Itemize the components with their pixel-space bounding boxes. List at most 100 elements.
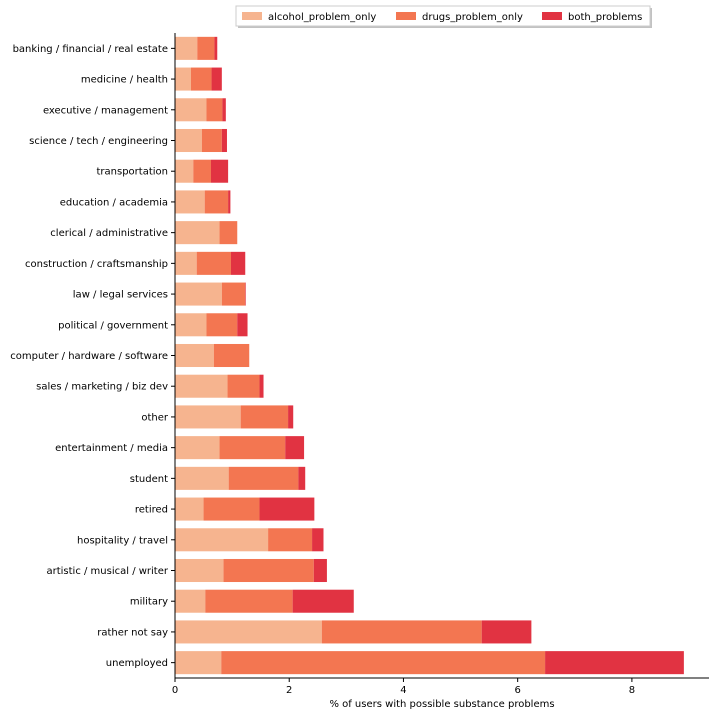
bar-both-problems-1 [211, 67, 222, 91]
bar-both-problems-5 [228, 190, 231, 214]
bar-both-problems-11 [259, 374, 264, 398]
y-tick-label: rather not say [97, 627, 168, 638]
bar-drugs-problem-only-10 [213, 343, 250, 368]
y-tick-label: other [141, 412, 169, 423]
bar-drugs-problem-only-20 [221, 651, 546, 675]
bar-drugs-problem-only-1 [190, 67, 212, 91]
y-tick-label: science / tech / engineering [29, 136, 168, 147]
bar-alcohol-problem-only-13 [175, 436, 220, 460]
y-tick-label: political / government [58, 320, 168, 331]
legend: alcohol_problem_only drugs_problem_only bo… [235, 5, 652, 28]
y-tick-label: computer / hardware / software [10, 351, 168, 362]
x-tick-label: 6 [514, 685, 520, 696]
bar-alcohol-problem-only-10 [175, 343, 214, 368]
bar-both-problems-12 [288, 405, 294, 429]
bar-both-problems-2 [222, 98, 226, 122]
bar-alcohol-problem-only-3 [175, 128, 202, 153]
y-tick-label: sales / marketing / biz dev [36, 382, 168, 393]
x-tick-label: 0 [172, 685, 178, 696]
bar-drugs-problem-only-15 [203, 497, 260, 521]
bar-drugs-problem-only-12 [240, 405, 289, 429]
bar-drugs-problem-only-0 [197, 36, 215, 60]
bar-alcohol-problem-only-19 [175, 620, 322, 644]
bar-both-problems-7 [230, 251, 246, 275]
y-tick-label: banking / financial / real estate [13, 44, 168, 55]
bar-alcohol-problem-only-4 [175, 159, 194, 183]
bar-both-problems-3 [221, 128, 227, 153]
legend-label-alcohol-problem-only: alcohol_problem_only [268, 12, 376, 23]
bar-drugs-problem-only-17 [223, 558, 314, 583]
bar-both-problems-15 [259, 497, 315, 521]
bar-alcohol-problem-only-7 [175, 251, 197, 275]
axes-layer: banking / financial / real estate medicin… [10, 33, 709, 710]
legend-label-drugs-problem-only: drugs_problem_only [422, 12, 523, 23]
bar-drugs-problem-only-9 [206, 313, 238, 337]
bar-drugs-problem-only-14 [228, 466, 299, 490]
bar-drugs-problem-only-18 [205, 589, 293, 613]
y-tick-label: executive / management [43, 105, 168, 116]
y-tick-label: military [130, 597, 168, 608]
bar-alcohol-problem-only-0 [175, 36, 198, 60]
bars-layer [175, 36, 684, 675]
bar-alcohol-problem-only-8 [175, 282, 222, 306]
y-tick-label: medicine / health [81, 75, 168, 86]
bar-both-problems-18 [292, 589, 354, 613]
x-tick-label: 2 [286, 685, 292, 696]
legend-swatch-drugs-problem-only [396, 12, 416, 20]
bar-drugs-problem-only-7 [196, 251, 231, 275]
bar-alcohol-problem-only-9 [175, 313, 207, 337]
bar-alcohol-problem-only-1 [175, 67, 191, 91]
bar-drugs-problem-only-6 [219, 221, 238, 245]
bar-alcohol-problem-only-11 [175, 374, 228, 398]
bar-alcohol-problem-only-14 [175, 466, 229, 490]
bar-both-problems-0 [214, 36, 218, 60]
y-tick-label: construction / craftsmanship [25, 259, 168, 270]
bar-both-problems-4 [210, 159, 229, 183]
y-tick-label: law / legal services [73, 290, 168, 301]
legend-label-both-problems: both_problems [568, 12, 642, 23]
bar-both-problems-20 [545, 651, 684, 675]
bar-alcohol-problem-only-15 [175, 497, 204, 521]
bar-both-problems-14 [298, 466, 306, 490]
bar-alcohol-problem-only-17 [175, 558, 224, 583]
bar-alcohol-problem-only-2 [175, 98, 207, 122]
y-tick-label: hospitality / travel [77, 535, 168, 546]
x-axis-title: % of users with possible substance probl… [329, 699, 554, 710]
bar-both-problems-16 [312, 528, 324, 552]
y-tick-label: transportation [97, 167, 169, 178]
y-tick-label: retired [135, 505, 168, 516]
bar-both-problems-17 [313, 558, 327, 583]
bar-alcohol-problem-only-20 [175, 651, 222, 675]
bar-alcohol-problem-only-16 [175, 528, 269, 552]
y-tick-label: education / academia [60, 197, 168, 208]
legend-swatch-alcohol-problem-only [242, 12, 262, 20]
bar-drugs-problem-only-11 [227, 374, 260, 398]
y-tick-label: unemployed [106, 658, 168, 669]
bar-alcohol-problem-only-18 [175, 589, 206, 613]
bar-both-problems-8 [245, 282, 246, 306]
bar-drugs-problem-only-2 [206, 98, 223, 122]
bar-alcohol-problem-only-12 [175, 405, 241, 429]
x-tick-label: 4 [400, 685, 406, 696]
legend-swatch-both-problems [542, 12, 562, 20]
x-tick-label: 8 [629, 685, 635, 696]
y-tick-label: student [130, 474, 168, 485]
bar-drugs-problem-only-8 [221, 282, 246, 306]
bar-both-problems-19 [481, 620, 532, 644]
legend-frame [235, 5, 651, 27]
bar-alcohol-problem-only-5 [175, 190, 205, 214]
bar-drugs-problem-only-13 [219, 436, 286, 460]
y-tick-label: clerical / administrative [50, 228, 168, 239]
y-tick-label: entertainment / media [55, 443, 168, 454]
bar-drugs-problem-only-16 [268, 528, 313, 552]
bar-both-problems-9 [237, 313, 248, 337]
bar-drugs-problem-only-19 [321, 620, 482, 644]
bar-both-problems-13 [285, 436, 305, 460]
bar-alcohol-problem-only-6 [175, 221, 220, 245]
bar-drugs-problem-only-5 [204, 190, 229, 214]
bar-drugs-problem-only-3 [201, 128, 222, 153]
y-tick-label: artistic / musical / writer [46, 566, 168, 577]
bar-drugs-problem-only-4 [193, 159, 211, 183]
